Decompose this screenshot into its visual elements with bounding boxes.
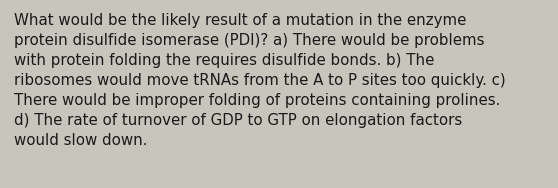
Text: What would be the likely result of a mutation in the enzyme
protein disulfide is: What would be the likely result of a mut… <box>14 13 506 148</box>
